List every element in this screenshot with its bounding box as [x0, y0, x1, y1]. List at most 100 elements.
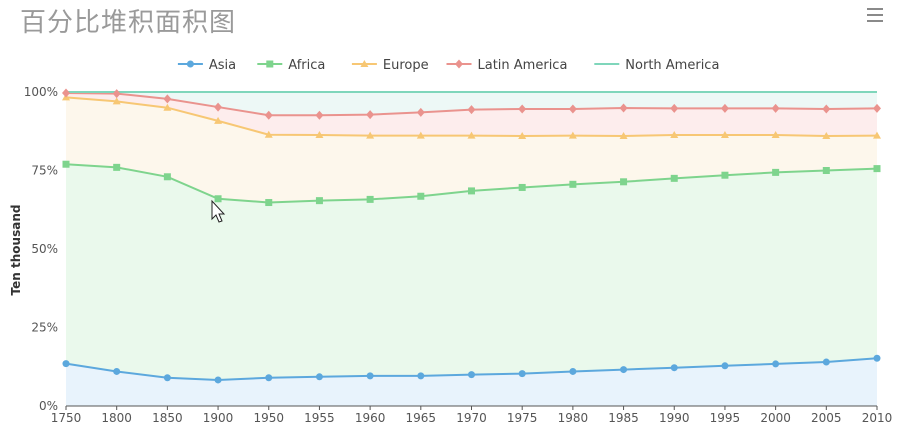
data-point — [163, 374, 171, 382]
data-point — [873, 131, 881, 139]
data-point — [771, 103, 780, 113]
data-point — [771, 131, 780, 139]
x-tick-label: 1975 — [507, 411, 538, 425]
data-point — [264, 130, 273, 138]
data-point — [264, 110, 273, 120]
data-point — [873, 165, 881, 173]
legend-label: Europe — [383, 58, 429, 73]
x-tick-label: 1965 — [406, 411, 437, 425]
x-tick-label: 1955 — [304, 411, 335, 425]
x-tick-label: 2010 — [862, 411, 893, 425]
area-north-america — [66, 92, 877, 116]
legend-marker — [360, 60, 369, 67]
data-point — [113, 367, 121, 375]
data-point — [366, 195, 374, 203]
data-point — [822, 358, 830, 366]
x-tick-label: 1960 — [355, 411, 386, 425]
data-point — [518, 183, 526, 191]
data-point — [113, 163, 121, 171]
data-point — [720, 103, 729, 113]
data-point — [112, 97, 121, 105]
data-point — [619, 131, 628, 139]
legend-item[interactable]: Asia — [177, 58, 236, 73]
data-point — [163, 173, 171, 181]
data-point — [214, 102, 223, 112]
x-tick-label: 1750 — [51, 411, 82, 425]
data-point — [720, 131, 729, 139]
data-point — [518, 370, 526, 378]
area-latin-america — [66, 92, 877, 136]
data-point — [568, 104, 577, 114]
x-tick-label: 1970 — [456, 411, 487, 425]
x-tick-label: 1950 — [253, 411, 284, 425]
data-point — [670, 103, 679, 113]
legend-item[interactable]: North America — [594, 58, 719, 73]
data-point — [163, 94, 172, 104]
data-point — [518, 131, 527, 139]
legend-item[interactable]: Latin America — [446, 58, 568, 73]
y-tick-label: 0% — [39, 399, 58, 413]
menu-icon[interactable] — [867, 8, 883, 22]
data-point — [366, 131, 375, 139]
data-point — [214, 195, 222, 203]
legend-marker — [186, 60, 194, 68]
y-tick-label: 25% — [31, 321, 58, 335]
data-point — [873, 354, 881, 362]
data-point — [62, 88, 70, 98]
x-tick-label: 2005 — [811, 411, 842, 425]
data-point — [112, 89, 121, 99]
data-point — [468, 187, 475, 195]
data-point — [569, 180, 577, 188]
y-axis-label: Ten thousand — [9, 205, 23, 296]
area-fills — [66, 92, 877, 406]
legend-marker — [266, 60, 274, 68]
x-tick-label: 1850 — [152, 411, 183, 425]
data-point — [772, 168, 780, 176]
x-tick-label: 1995 — [710, 411, 741, 425]
legend[interactable]: Asia Africa Europe Latin America North Ameri… — [177, 58, 720, 73]
data-point — [62, 360, 70, 368]
legend-item[interactable]: Africa — [257, 58, 325, 73]
x-tick-label: 1980 — [558, 411, 589, 425]
data-point — [416, 107, 425, 117]
data-point — [265, 374, 273, 382]
y-tick-label: 100% — [24, 85, 58, 99]
series-markers — [62, 88, 881, 384]
page-title: 百分比堆积面积图 — [20, 8, 237, 38]
data-point — [265, 199, 273, 207]
data-point — [822, 167, 830, 174]
data-point — [822, 131, 831, 139]
data-point — [670, 364, 678, 372]
data-point — [772, 360, 780, 368]
data-point — [214, 116, 223, 124]
data-point — [721, 362, 729, 370]
data-point — [670, 131, 679, 139]
x-tick-label: 2000 — [760, 411, 791, 425]
x-tick-label: 1990 — [659, 411, 690, 425]
data-point — [568, 131, 577, 139]
x-tick-label: 1800 — [101, 411, 132, 425]
data-point — [417, 192, 425, 200]
data-point — [315, 110, 324, 120]
data-point — [214, 376, 222, 384]
data-point — [62, 160, 70, 168]
data-point — [417, 372, 425, 380]
legend-label: Asia — [209, 58, 236, 73]
mouse-cursor-icon — [211, 199, 226, 223]
legend-item[interactable]: Europe — [351, 58, 429, 73]
data-point — [518, 104, 527, 114]
data-point — [467, 131, 476, 139]
data-point — [315, 197, 323, 205]
legend-label: Africa — [288, 58, 325, 73]
data-point — [873, 103, 881, 113]
x-tick-label: 1900 — [203, 411, 234, 425]
data-point — [468, 371, 475, 379]
data-point — [163, 103, 172, 111]
data-point — [721, 171, 729, 179]
data-point — [315, 373, 323, 381]
x-tick-label: 1985 — [608, 411, 639, 425]
data-point — [620, 178, 628, 186]
y-tick-label: 50% — [31, 242, 58, 256]
legend-label: Latin America — [478, 58, 568, 73]
